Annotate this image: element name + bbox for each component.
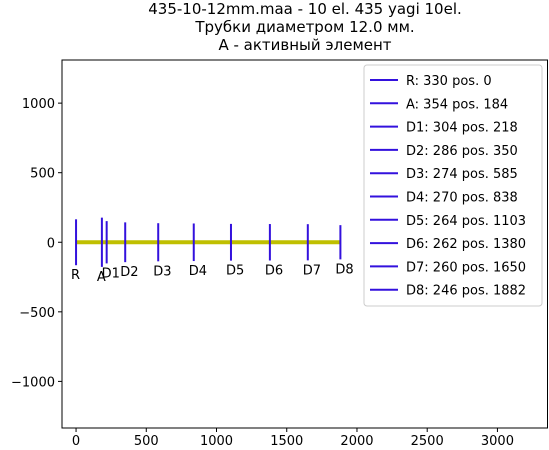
x-tick-label: 2000 — [340, 434, 373, 449]
legend-label: D5: 264 pos. 1103 — [406, 214, 526, 229]
legend-label: A: 354 pos. 184 — [406, 97, 508, 112]
legend-label: D6: 262 pos. 1380 — [406, 237, 526, 252]
x-tick-label: 1500 — [270, 434, 303, 449]
y-tick-label: −500 — [19, 306, 55, 321]
chart-title: Трубки диаметром 12.0 мм. — [194, 18, 414, 36]
element-label: D2 — [120, 265, 138, 280]
element-label: D3 — [153, 264, 171, 279]
legend-label: R: 330 pos. 0 — [406, 74, 492, 89]
legend-label: D1: 304 pos. 218 — [406, 121, 518, 136]
x-tick-label: 0 — [72, 434, 80, 449]
legend-box — [363, 64, 543, 307]
chart-title: A - активный элемент — [218, 36, 391, 54]
element-label: A — [97, 270, 106, 285]
element-label: D4 — [189, 264, 207, 279]
x-tick-label: 3000 — [481, 434, 514, 449]
element-label: D6 — [265, 263, 283, 278]
y-tick-label: 0 — [47, 236, 55, 251]
x-tick-label: 500 — [134, 434, 159, 449]
legend-label: D7: 260 pos. 1650 — [406, 260, 526, 275]
chart-title: 435-10-12mm.maa - 10 el. 435 yagi 10el. — [148, 0, 462, 18]
element-label: D5 — [226, 264, 244, 279]
x-tick-label: 2500 — [411, 434, 444, 449]
y-tick-label: 500 — [30, 167, 55, 182]
element-label: R — [71, 268, 80, 283]
legend-label: D3: 274 pos. 585 — [406, 167, 518, 182]
element-label: D8 — [335, 262, 353, 277]
y-tick-label: −1000 — [11, 375, 55, 390]
legend-label: D4: 270 pos. 838 — [406, 191, 518, 206]
x-tick-label: 1000 — [200, 434, 233, 449]
legend-label: D8: 246 pos. 1882 — [406, 284, 526, 299]
element-label: D1 — [102, 266, 120, 281]
plot-frame — [61, 59, 548, 429]
element-label: D7 — [303, 263, 321, 278]
y-tick-label: 1000 — [22, 97, 55, 112]
legend-label: D2: 286 pos. 350 — [406, 144, 518, 159]
